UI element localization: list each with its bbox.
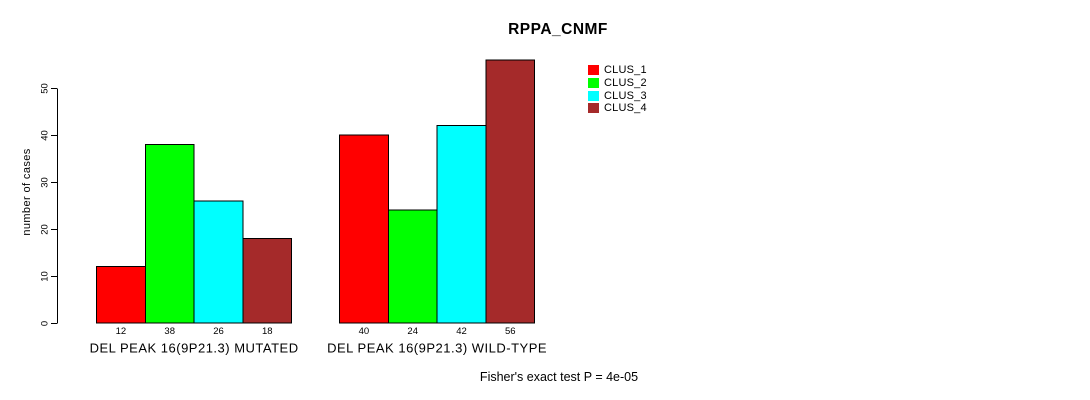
legend-label-clus-1: CLUS_1 [604, 64, 647, 77]
bar-clus_1-group1 [96, 266, 146, 324]
bar-value-label: 18 [262, 326, 273, 337]
legend: CLUS_1 CLUS_2 CLUS_3 CLUS_4 [588, 64, 647, 115]
group-label-1: DEL PEAK 16(9P21.3) MUTATED [90, 341, 299, 356]
bar-clus_2-group2 [387, 209, 438, 324]
legend-swatch-clus-2 [588, 78, 599, 89]
bar-clus_3-group2 [436, 125, 487, 324]
legend-label-clus-4: CLUS_4 [604, 102, 647, 115]
y-tick-label: 30 [40, 177, 51, 188]
legend-swatch-clus-1 [588, 65, 599, 76]
legend-label-clus-2: CLUS_2 [604, 77, 647, 90]
y-tick-label: 50 [40, 83, 51, 94]
bar-value-label: 38 [164, 326, 175, 337]
bar-clus_1-group2 [339, 134, 389, 324]
bar-value-label: 24 [407, 326, 418, 337]
bar-value-label: 56 [505, 326, 516, 337]
bar-value-label: 40 [359, 326, 370, 337]
legend-item-clus-4: CLUS_4 [588, 102, 647, 115]
y-tick-label: 10 [40, 271, 51, 282]
bar-clus_4-group2 [485, 59, 536, 324]
legend-item-clus-3: CLUS_3 [588, 89, 647, 102]
bar-value-label: 42 [456, 326, 467, 337]
y-tick-label: 40 [40, 130, 51, 141]
legend-swatch-clus-4 [588, 103, 599, 114]
bar-value-label: 26 [213, 326, 224, 337]
bar-clus_4-group1 [242, 237, 293, 324]
legend-item-clus-1: CLUS_1 [588, 64, 647, 77]
bar-clus_2-group1 [144, 143, 195, 324]
fisher-test-annotation: Fisher's exact test P = 4e-05 [479, 370, 639, 384]
legend-label-clus-3: CLUS_3 [604, 89, 647, 102]
y-tick-label: 20 [40, 224, 51, 235]
legend-item-clus-2: CLUS_2 [588, 77, 647, 90]
bar-value-label: 12 [116, 326, 127, 337]
chart-title: RPPA_CNMF [508, 21, 608, 38]
legend-swatch-clus-3 [588, 90, 599, 101]
bar-clus_3-group1 [193, 200, 244, 324]
y-tick-label: 0 [40, 321, 51, 326]
group-label-2: DEL PEAK 16(9P21.3) WILD-TYPE [327, 341, 547, 356]
